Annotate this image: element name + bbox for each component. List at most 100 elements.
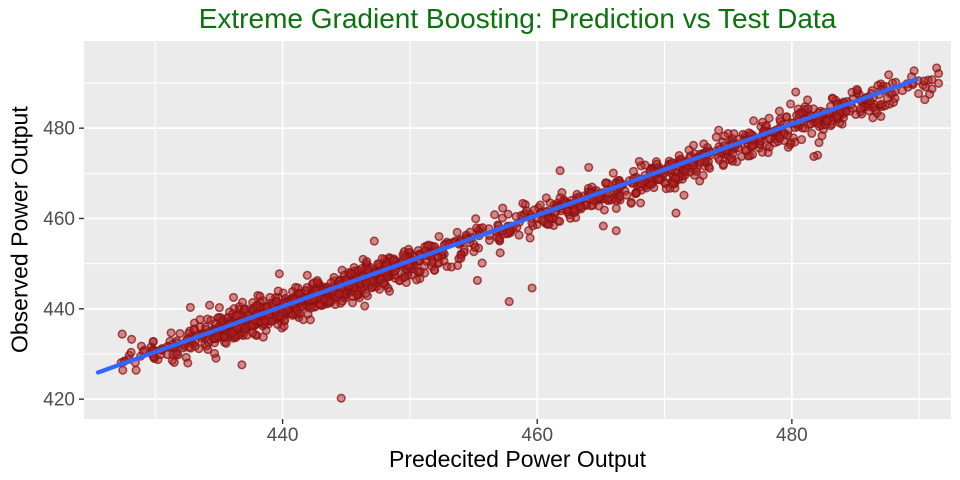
data-point [876, 111, 886, 122]
data-point [594, 201, 604, 211]
data-point [490, 210, 500, 220]
y-axis-title: Observed Power Output [6, 106, 33, 354]
data-point [671, 208, 681, 218]
data-point [302, 282, 312, 293]
y-tick-label: 420 [43, 390, 75, 411]
data-point [171, 349, 182, 359]
data-point [611, 226, 621, 236]
data-point [412, 275, 422, 285]
data-point [884, 70, 894, 80]
data-point [388, 255, 399, 266]
data-point [914, 89, 924, 99]
data-point [584, 162, 594, 172]
data-point [783, 142, 793, 152]
data-point [201, 341, 212, 351]
data-point [653, 175, 664, 185]
data-point [471, 214, 481, 224]
data-point [251, 301, 261, 311]
data-point [384, 286, 395, 296]
data-point [346, 269, 356, 279]
data-point [822, 116, 832, 126]
data-point [543, 219, 553, 230]
y-tick-label: 460 [43, 209, 75, 230]
data-point [326, 278, 336, 288]
data-point [127, 334, 137, 344]
data-point [175, 328, 185, 339]
data-point [427, 257, 437, 268]
data-point [803, 95, 813, 105]
data-point [774, 106, 784, 116]
data-point [749, 116, 759, 126]
data-point [527, 283, 537, 293]
data-point [720, 131, 730, 141]
data-point [511, 212, 521, 222]
data-point [185, 302, 195, 312]
data-point [275, 311, 285, 321]
data-point [817, 131, 827, 141]
data-point [361, 278, 371, 288]
data-point [209, 348, 220, 358]
data-point [812, 118, 822, 128]
data-point [205, 300, 215, 310]
data-point [598, 221, 608, 231]
data-point [434, 231, 444, 242]
data-point [541, 193, 551, 203]
data-point [472, 223, 482, 233]
data-point [453, 260, 463, 271]
data-point [305, 303, 316, 313]
data-point [919, 76, 929, 86]
y-tick-label: 480 [43, 119, 75, 140]
data-point [932, 63, 942, 73]
data-point [864, 106, 874, 116]
data-point [608, 168, 618, 178]
data-point [148, 336, 158, 346]
data-point [169, 357, 179, 367]
data-point [888, 97, 899, 107]
data-point [809, 151, 819, 162]
data-point [786, 99, 796, 109]
data-point [232, 311, 242, 321]
data-point [797, 135, 807, 145]
data-point [131, 365, 141, 375]
data-point [909, 66, 919, 76]
data-point [219, 332, 229, 343]
data-point [118, 365, 128, 375]
data-point [757, 147, 767, 157]
data-point [379, 278, 389, 289]
data-point [305, 315, 315, 325]
data-point [518, 198, 528, 208]
data-point [535, 200, 545, 210]
data-point [258, 332, 268, 342]
data-point [404, 244, 414, 254]
data-point [679, 190, 689, 200]
data-point [832, 111, 842, 122]
y-tick-label: 440 [43, 299, 75, 320]
data-point [761, 120, 771, 131]
data-point [782, 112, 792, 122]
data-point [302, 270, 312, 280]
x-tick-label: 440 [267, 425, 299, 446]
data-point [775, 117, 786, 127]
data-point [415, 266, 425, 277]
data-point [166, 328, 176, 338]
data-point [271, 296, 281, 306]
x-axis-title: Predecited Power Output [389, 446, 646, 472]
data-point [711, 132, 721, 142]
data-point [800, 123, 810, 133]
data-point [295, 308, 305, 318]
data-point [217, 317, 227, 327]
data-point [848, 103, 858, 113]
data-point [439, 256, 449, 266]
data-point [377, 253, 387, 264]
data-point [521, 206, 532, 216]
data-point [880, 101, 890, 111]
chart-title: Extreme Gradient Boosting: Prediction vs… [198, 3, 837, 34]
data-point [472, 275, 482, 285]
data-point [274, 269, 284, 279]
data-point [195, 322, 205, 332]
data-point [273, 286, 283, 296]
data-point [622, 190, 632, 200]
data-point [237, 360, 247, 370]
data-point [555, 166, 565, 176]
data-point [357, 263, 367, 274]
